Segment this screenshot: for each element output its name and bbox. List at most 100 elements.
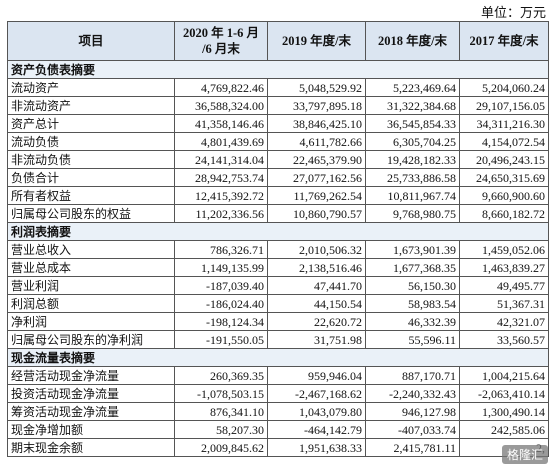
value-cell: 58,983.54 [365,294,460,313]
row-label: 营业总成本 [7,258,175,277]
value-cell: 27,077,162.56 [267,168,366,187]
value-cell: -464,142.79 [267,420,366,439]
data-row: 期末现金余额 2,009,845.62 1,951,638.33 2,415,781.… [7,438,549,457]
header-line: 2020 年 1-6 月 [182,26,260,40]
data-row: 筹资活动现金净流量 876,341.10 1,043,079.80 946,127.9… [7,402,549,421]
value-cell: 2,009,845.62 [174,438,268,457]
row-label: 利润总额 [7,294,175,313]
row-label: 营业利润 [7,276,175,295]
row-label: 投资活动现金净流量 [7,384,175,403]
data-row: 净利润 -198,124.34 22,620.72 46,332.39 42,321.0… [7,312,549,331]
value-cell: 1,463,839.27 [459,258,549,277]
value-cell: -2,240,332.43 [365,384,460,403]
row-label: 资产总计 [7,114,175,133]
value-cell: 47,441.70 [267,276,366,295]
header-cell: 2019 年度/末 [267,21,366,61]
value-cell: 1,043,079.80 [267,402,366,421]
value-cell: 31,751.98 [267,330,366,349]
value-cell: 876,341.10 [174,402,268,421]
value-cell: 2,010,506.32 [267,240,366,259]
value-cell: 55,596.11 [365,330,460,349]
value-cell: 33,797,895.18 [267,96,366,115]
data-row: 资产总计 41,358,146.46 38,846,425.10 36,545,854… [7,114,549,133]
data-row: 营业总收入 786,326.71 2,010,506.32 1,673,901.39 1… [7,240,549,259]
value-cell: 786,326.71 [174,240,268,259]
value-cell: 4,154,072.54 [459,132,549,151]
value-cell: -2,063,410.14 [459,384,549,403]
value-cell: 4,769,822.46 [174,78,268,97]
header-line: 2018 年度/末 [377,34,448,48]
value-cell: -186,024.40 [174,294,268,313]
section-row: 现金流量表摘要 [7,348,549,367]
header-row: 项目 2020 年 1-6 月/6 月末 2019 年度/末 2018 年度/末 201… [7,21,549,61]
data-row: 非流动负债 24,141,314.04 22,465,379.90 19,428,18… [7,150,549,169]
value-cell: -1,078,503.15 [174,384,268,403]
value-cell: -191,550.05 [174,330,268,349]
value-cell: 11,202,336.56 [174,204,268,223]
section-title: 利润表摘要 [7,222,549,241]
row-label: 归属母公司股东的权益 [7,204,175,223]
value-cell: 2,415,781.11 [365,438,460,457]
value-cell: 959,946.04 [267,366,366,385]
data-row: 现金净增加额 58,207.30 -464,142.79 -407,033.74 242… [7,420,549,439]
section-row: 利润表摘要 [7,222,549,241]
value-cell: 4,801,439.69 [174,132,268,151]
value-cell: 28,942,753.74 [174,168,268,187]
value-cell: 1,677,368.35 [365,258,460,277]
financial-table: 项目 2020 年 1-6 月/6 月末 2019 年度/末 2018 年度/末 201… [7,21,549,457]
value-cell: -2,467,168.62 [267,384,366,403]
section-title: 资产负债表摘要 [7,60,549,79]
value-cell: 1,459,052.06 [459,240,549,259]
data-row: 营业总成本 1,149,135.99 2,138,516.46 1,677,368.3… [7,258,549,277]
value-cell: 33,560.57 [459,330,549,349]
row-label: 现金净增加额 [7,420,175,439]
value-cell: 34,311,216.30 [459,114,549,133]
data-row: 所有者权益 12,415,392.72 11,769,262.54 10,811,96… [7,186,549,205]
value-cell: 24,650,315.69 [459,168,549,187]
value-cell: 56,150.30 [365,276,460,295]
data-row: 经营活动现金净流量 260,369.35 959,946.04 887,170.71 1… [7,366,549,385]
data-row: 流动资产 4,769,822.46 5,048,529.92 5,223,469.64… [7,78,549,97]
value-cell: 41,358,146.46 [174,114,268,133]
row-label: 筹资活动现金净流量 [7,402,175,421]
value-cell: 49,495.77 [459,276,549,295]
value-cell: -187,039.40 [174,276,268,295]
value-cell: 1,300,490.14 [459,402,549,421]
row-label: 所有者权益 [7,186,175,205]
value-cell: 22,465,379.90 [267,150,366,169]
row-label: 营业总收入 [7,240,175,259]
value-cell: 4,611,782.66 [267,132,366,151]
value-cell: 29,107,156.05 [459,96,549,115]
value-cell: 22,620.72 [267,312,366,331]
value-cell: 44,150.54 [267,294,366,313]
value-cell: 24,141,314.04 [174,150,268,169]
value-cell: 31,322,384.68 [365,96,460,115]
header-cell: 2018 年度/末 [365,21,460,61]
header-line: 2019 年度/末 [281,34,352,48]
value-cell: 12,415,392.72 [174,186,268,205]
value-cell: 25,733,886.58 [365,168,460,187]
value-cell: 1,149,135.99 [174,258,268,277]
row-label: 流动资产 [7,78,175,97]
value-cell: 8,660,182.72 [459,204,549,223]
value-cell: 2,138,516.46 [267,258,366,277]
value-cell: 242,585.06 [459,420,549,439]
header-cell: 2020 年 1-6 月/6 月末 [174,21,268,61]
header-cell: 项目 [7,21,175,61]
row-label: 非流动负债 [7,150,175,169]
value-cell: 5,223,469.64 [365,78,460,97]
value-cell: 38,846,425.10 [267,114,366,133]
data-row: 负债合计 28,942,753.74 27,077,162.56 25,733,886… [7,168,549,187]
value-cell: 58,207.30 [174,420,268,439]
value-cell: 260,369.35 [174,366,268,385]
data-row: 利润总额 -186,024.40 44,150.54 58,983.54 51,367.… [7,294,549,313]
value-cell: 10,811,967.74 [365,186,460,205]
section-row: 资产负债表摘要 [7,60,549,79]
data-row: 投资活动现金净流量 -1,078,503.15 -2,467,168.62 -2,24… [7,384,549,403]
value-cell: -198,124.34 [174,312,268,331]
row-label: 归属母公司股东的净利润 [7,330,175,349]
value-cell: 11,769,262.54 [267,186,366,205]
row-label: 经营活动现金净流量 [7,366,175,385]
value-cell: 9,768,980.75 [365,204,460,223]
